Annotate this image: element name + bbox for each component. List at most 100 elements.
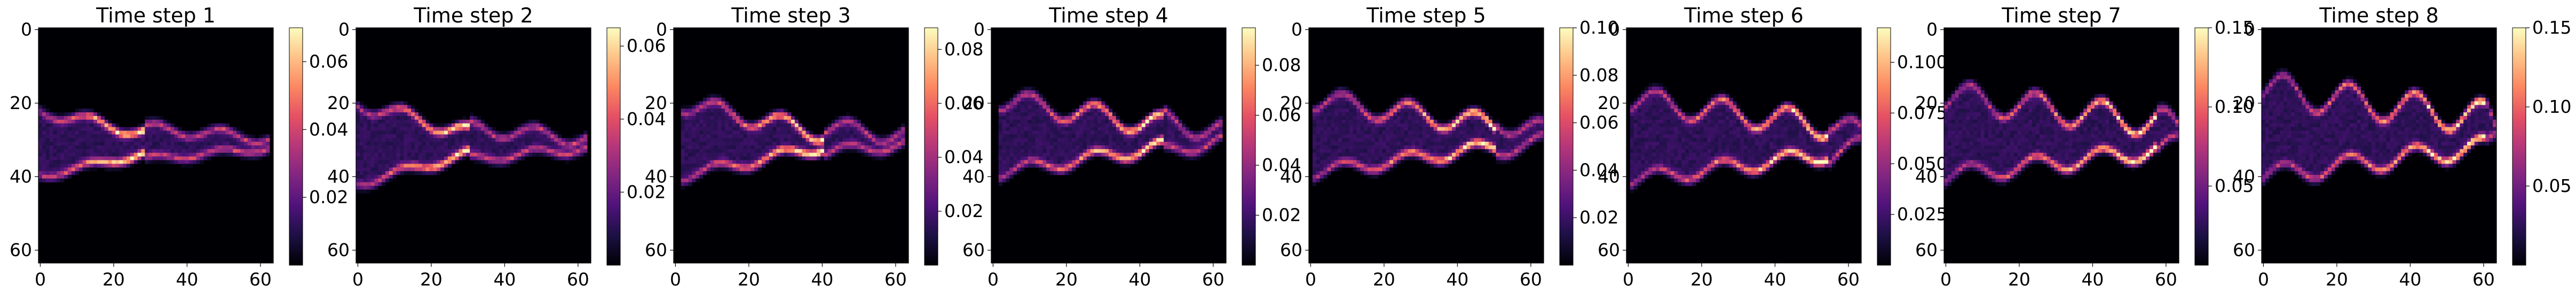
heatmap-cell — [404, 134, 408, 138]
heatmap-cell — [1331, 90, 1335, 95]
heatmap-cell — [750, 119, 755, 124]
heatmap-cell — [356, 186, 360, 190]
heatmap-cell — [875, 138, 880, 142]
heatmap-cell — [1755, 123, 1759, 128]
heatmap-cell — [1345, 116, 1350, 120]
heatmap-cell — [1374, 152, 1379, 157]
heatmap-cell — [875, 142, 880, 146]
heatmap-cell — [1656, 134, 1660, 138]
heatmap-cell — [258, 134, 263, 138]
heatmap-cell — [1345, 160, 1350, 164]
heatmap-cell — [1645, 101, 1649, 105]
heatmap-cell — [45, 127, 50, 131]
heatmap-cell — [470, 130, 474, 135]
heatmap-cell — [1688, 116, 1693, 120]
heatmap-cell — [729, 123, 733, 128]
heatmap-cell — [367, 186, 371, 190]
heatmap-cell — [374, 127, 378, 131]
heatmap-cell — [38, 160, 43, 164]
heatmap-cell — [1101, 105, 1105, 109]
heatmap-cell — [1017, 97, 1021, 102]
heatmap-cell — [1331, 167, 1335, 172]
heatmap-cell — [1167, 109, 1172, 113]
heatmap-cell — [1368, 164, 1372, 168]
heatmap-cell — [1353, 149, 1357, 153]
heatmap-cell — [1791, 116, 1796, 120]
heatmap-cell — [244, 134, 248, 138]
heatmap-cell — [236, 149, 241, 153]
heatmap-cell — [1174, 149, 1179, 153]
heatmap-cell — [115, 145, 120, 150]
heatmap-cell — [1031, 119, 1036, 124]
heatmap-cell — [780, 119, 784, 124]
heatmap-cell — [1349, 101, 1353, 105]
heatmap-cell — [1182, 138, 1186, 142]
heatmap-cell — [1641, 138, 1645, 142]
heatmap-cell — [411, 119, 415, 124]
heatmap-cell — [1200, 142, 1205, 146]
heatmap-cell — [1688, 112, 1693, 117]
heatmap-cell — [68, 160, 72, 164]
heatmap-cell — [90, 130, 94, 135]
heatmap-cell — [1105, 119, 1109, 124]
heatmap-cell — [1411, 142, 1416, 146]
heatmap-cell — [1053, 152, 1058, 157]
heatmap-cell — [787, 119, 792, 124]
heatmap-cell — [1086, 112, 1091, 117]
heatmap-cell — [1152, 134, 1157, 138]
heatmap-cell — [123, 164, 127, 168]
heatmap-cell — [163, 160, 168, 164]
heatmap-cell — [1718, 130, 1722, 135]
heatmap-cell — [1452, 152, 1456, 157]
heatmap-cell — [1028, 134, 1032, 138]
heatmap-cell — [356, 156, 360, 160]
heatmap-cell — [1374, 160, 1379, 164]
heatmap-cell — [356, 145, 360, 150]
heatmap-cell — [418, 112, 423, 117]
heatmap-cell — [400, 101, 404, 105]
heatmap-cell — [207, 149, 211, 153]
heatmap-cell — [1536, 123, 1540, 128]
heatmap-cell — [1021, 160, 1025, 164]
heatmap-cell — [1364, 160, 1368, 164]
heatmap-cell — [706, 134, 711, 138]
heatmap-cell — [258, 145, 263, 150]
heatmap-cell — [1053, 109, 1058, 113]
heatmap-cell — [418, 142, 423, 146]
heatmap-cell — [1692, 138, 1697, 142]
heatmap-cell — [1164, 119, 1168, 124]
heatmap-cell — [525, 134, 529, 138]
heatmap-cell — [1751, 123, 1756, 128]
colorbar — [289, 27, 303, 266]
heatmap-cell — [203, 134, 208, 138]
heatmap-cell — [1846, 119, 1851, 124]
heatmap-cell — [82, 112, 86, 117]
heatmap-cell — [998, 178, 1003, 183]
heatmap-cell — [451, 149, 456, 153]
heatmap-cell — [1090, 152, 1094, 157]
heatmap-cell — [1028, 109, 1032, 113]
heatmap-cell — [53, 167, 57, 172]
heatmap-cell — [528, 145, 533, 150]
heatmap-cell — [1061, 142, 1065, 146]
heatmap-cell — [1211, 145, 1215, 150]
heatmap-cell — [1097, 116, 1102, 120]
heatmap-cell — [1009, 145, 1014, 150]
heatmap-cell — [824, 145, 828, 150]
heatmap-cell — [717, 152, 722, 157]
heatmap-cell — [389, 160, 393, 164]
heatmap-cell — [359, 145, 364, 150]
heatmap-cell — [1670, 127, 1674, 131]
heatmap-cell — [1050, 160, 1054, 164]
heatmap-cell — [145, 145, 149, 150]
heatmap-cell — [780, 127, 784, 131]
heatmap-cell — [374, 156, 378, 160]
heatmap-cell — [1042, 130, 1047, 135]
heatmap-cell — [396, 119, 400, 124]
heatmap-cell — [378, 156, 382, 160]
heatmap-cell — [1404, 142, 1409, 146]
heatmap-cell — [1323, 175, 1327, 179]
heatmap-cell — [1189, 138, 1194, 142]
heatmap-cell — [868, 130, 872, 135]
heatmap-cell — [1013, 105, 1017, 109]
